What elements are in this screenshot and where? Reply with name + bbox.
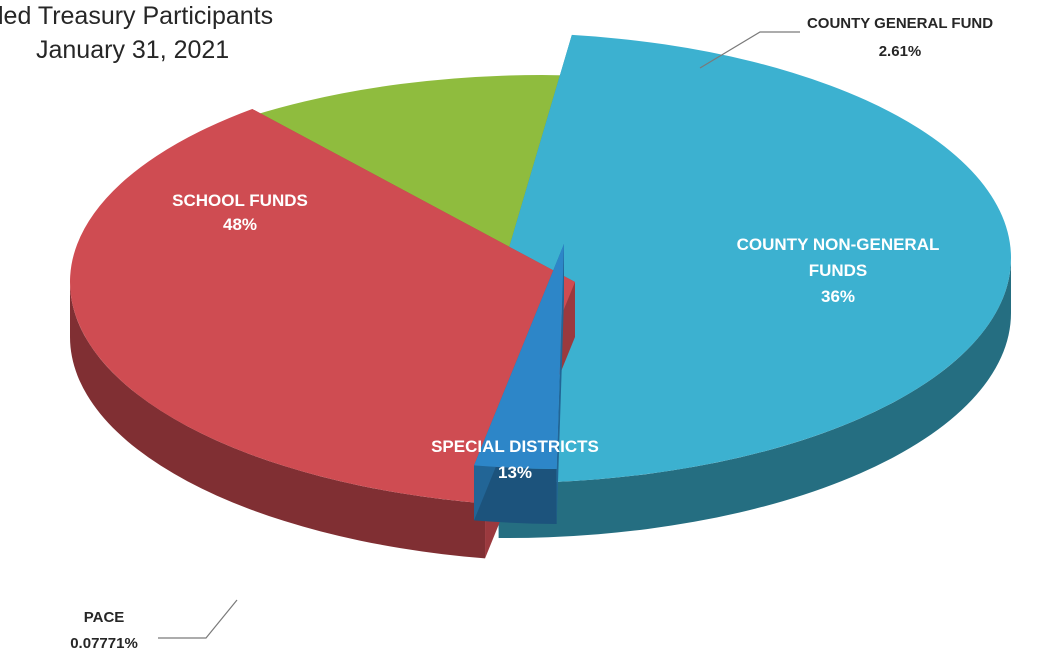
- slice-label-school-funds: SCHOOL FUNDS 48%: [172, 191, 308, 234]
- slice-top-face: [474, 244, 564, 469]
- slice-name-label: SPECIAL DISTRICTS: [431, 437, 599, 456]
- leader-line-pace: [158, 599, 238, 639]
- slice-label-county-general-fund: COUNTY GENERAL FUND 2.61%: [807, 15, 993, 60]
- slice-value-label: 36%: [821, 287, 855, 306]
- slice-name-label: COUNTY GENERAL FUND: [807, 15, 993, 32]
- slice-name-label: SCHOOL FUNDS: [172, 191, 308, 210]
- leader-line-county-general-fund: [699, 31, 800, 69]
- chart-title-line-2: January 31, 2021: [36, 36, 230, 64]
- slice-value-label: 48%: [223, 215, 257, 234]
- slice-name-label: FUNDS: [809, 261, 868, 280]
- slice-value-label: 13%: [498, 463, 532, 482]
- slice-top-face: [219, 74, 606, 300]
- slice-label-pace: PACE 0.07771%: [70, 609, 138, 652]
- pie-slice-school-funds: [498, 34, 1011, 538]
- slice-top-face: [498, 34, 1011, 483]
- slice-name-label: PACE: [84, 609, 125, 626]
- slice-name-label: COUNTY NON-GENERAL: [737, 235, 940, 254]
- slice-label-county-non-general-funds: COUNTY NON-GENERAL FUNDS 36%: [737, 235, 940, 306]
- chart-title-line-1: led Treasury Participants: [0, 2, 274, 30]
- leader-lines: [158, 31, 800, 639]
- slice-side-wall: [70, 282, 486, 559]
- pie-slice-county-general-fund: [474, 244, 564, 524]
- slice-label-special-districts: SPECIAL DISTRICTS 13%: [431, 437, 599, 482]
- slice-labels: SCHOOL FUNDS 48%COUNTY GENERAL FUND 2.61%C…: [70, 15, 993, 652]
- slice-value-label: 2.61%: [879, 43, 922, 60]
- slice-value-label: 0.07771%: [70, 635, 138, 652]
- slice-top-face: [69, 108, 575, 504]
- slice-side-wall: [474, 465, 557, 524]
- slice-cut-face: [556, 244, 564, 524]
- slices-layer: [69, 34, 1011, 559]
